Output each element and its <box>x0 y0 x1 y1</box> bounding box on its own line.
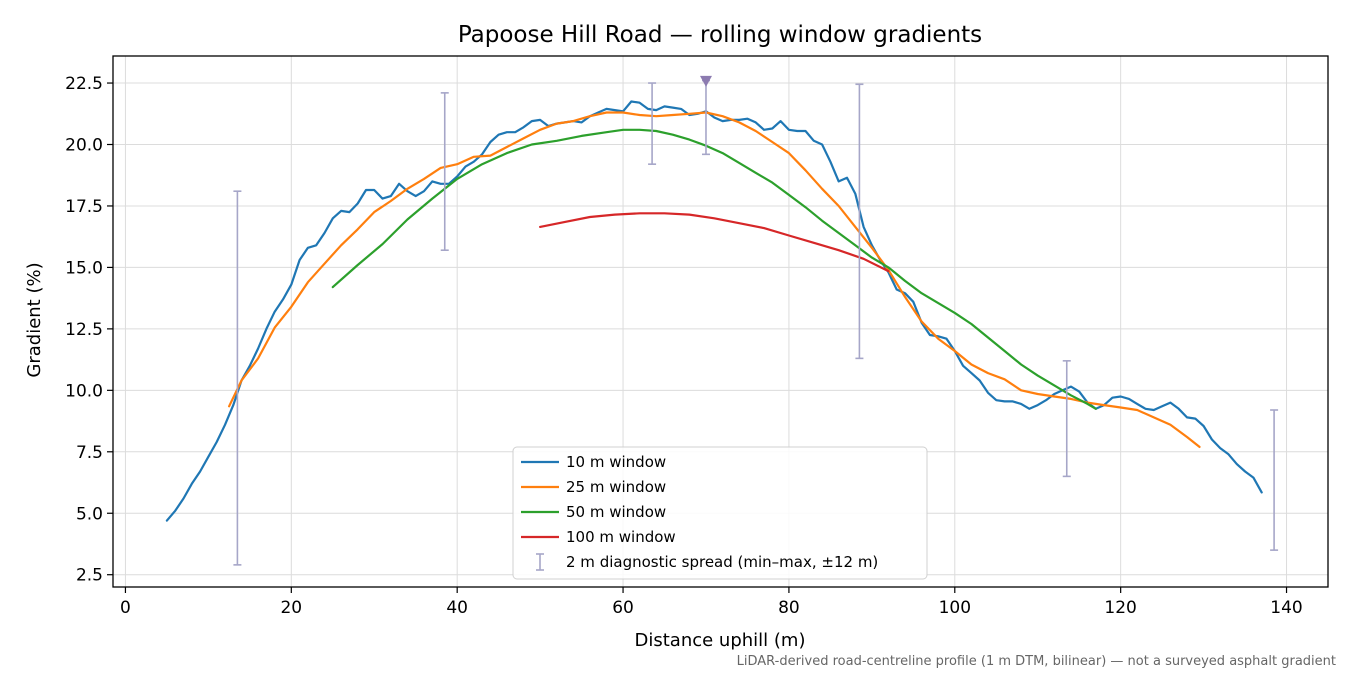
series-line-10-m-window <box>165 100 1263 522</box>
series-line-50-m-window <box>331 128 1097 410</box>
legend-label: 10 m window <box>566 453 666 471</box>
x-tick-label: 100 <box>939 598 971 618</box>
series-lines <box>165 100 1263 522</box>
legend-label: 2 m diagnostic spread (min–max, ±12 m) <box>566 553 878 571</box>
legend-label: 50 m window <box>566 503 666 521</box>
y-tick-label: 17.5 <box>65 197 103 217</box>
legend-box <box>512 446 928 580</box>
legend-label: 100 m window <box>566 528 676 546</box>
legend: 10 m window 25 m window 50 m window 100 m w… <box>512 446 928 580</box>
x-tick-label: 120 <box>1104 598 1136 618</box>
diagnostic-spread-bar <box>855 83 864 360</box>
grid-lines <box>113 56 1328 587</box>
x-tick-label: 0 <box>120 598 131 618</box>
diagnostic-spread-bar <box>648 82 657 165</box>
diagnostic-spread-bar <box>233 190 242 566</box>
series-line-25-m-window <box>228 111 1201 448</box>
diagnostic-spread-bar <box>1270 409 1279 551</box>
y-tick-label: 10.0 <box>65 381 103 401</box>
peak-marker <box>699 75 712 87</box>
x-tick-label: 40 <box>446 598 468 618</box>
y-tick-label: 7.5 <box>76 443 103 463</box>
y-axis-label: Gradient (%) <box>24 262 45 377</box>
diagnostic-spread-bar <box>440 92 449 252</box>
y-tick-label: 2.5 <box>76 566 103 586</box>
x-tick-label: 20 <box>280 598 302 618</box>
x-axis-label: Distance uphill (m) <box>635 630 806 651</box>
legend-label: 25 m window <box>566 478 666 496</box>
y-tick-label: 5.0 <box>76 504 103 524</box>
x-tick-label: 140 <box>1270 598 1302 618</box>
y-tick-label: 20.0 <box>65 136 103 156</box>
y-tick-label: 12.5 <box>65 320 103 340</box>
chart-title: Papoose Hill Road — rolling window gradi… <box>458 22 982 48</box>
diagnostic-spread-bars <box>233 75 1279 566</box>
series-line-100-m-window <box>538 212 890 273</box>
x-tick-label: 80 <box>778 598 800 618</box>
y-tick-label: 22.5 <box>65 74 103 94</box>
diagnostic-spread-bar <box>1062 360 1071 478</box>
diagnostic-spread-bar <box>701 79 710 156</box>
plot-area-frame <box>112 55 1329 588</box>
y-tick-label: 15.0 <box>65 258 103 278</box>
x-tick-label: 60 <box>612 598 634 618</box>
caption-note: LiDAR-derived road-centreline profile (1… <box>737 654 1336 669</box>
axis-ticks: 0 20 40 60 80 100 120 140 2.5 5.0 7.5 10.0 12.5 15.0 1… <box>65 74 1303 618</box>
